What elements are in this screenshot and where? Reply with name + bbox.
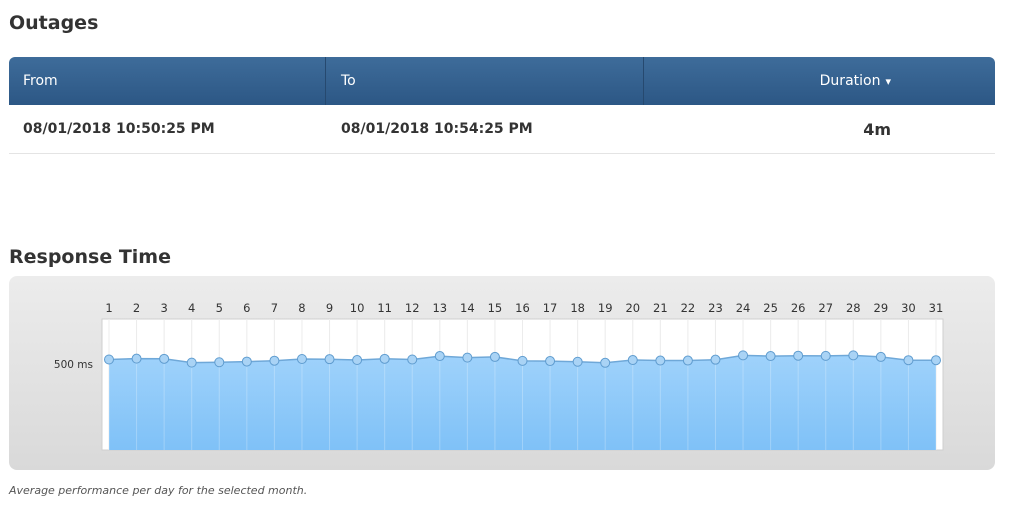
- data-point: [820, 350, 831, 361]
- data-point: [269, 355, 280, 366]
- response-time-chart-panel: 1 2 3 4 5 6 7 8 9 10 11 12 13 14 15 16 17 18 19 20 21 22 23 24 2…: [9, 276, 995, 470]
- x-tick-label: 15: [488, 301, 503, 315]
- x-tick-label: 22: [681, 301, 696, 315]
- x-tick-label: 1: [105, 301, 112, 315]
- x-tick-label: 3: [160, 301, 167, 315]
- data-point: [655, 355, 666, 366]
- x-tick-label: 13: [432, 301, 447, 315]
- column-header-duration-label: Duration: [819, 73, 881, 89]
- x-tick-label: 23: [708, 301, 723, 315]
- x-tick-label: 20: [625, 301, 640, 315]
- data-point: [765, 351, 776, 362]
- data-point: [517, 355, 528, 366]
- response-time-title: Response Time: [9, 246, 171, 268]
- data-point: [104, 354, 114, 365]
- x-tick-label: 5: [216, 301, 223, 315]
- data-point: [848, 350, 859, 361]
- chart-caption: Average performance per day for the sele…: [9, 484, 308, 497]
- data-point: [627, 355, 638, 366]
- column-header-to[interactable]: To: [326, 57, 644, 105]
- response-time-chart: 1 2 3 4 5 6 7 8 9 10 11 12 13 14 15 16 17 18 19 20 21 22 23 24 2…: [54, 301, 944, 451]
- data-point: [489, 351, 500, 362]
- x-tick-label: 16: [515, 301, 530, 315]
- data-point: [682, 355, 693, 366]
- data-point: [186, 357, 197, 368]
- x-tick-label: 8: [298, 301, 305, 315]
- x-tick-label: 14: [460, 301, 475, 315]
- data-point: [214, 357, 225, 368]
- x-tick-label: 9: [326, 301, 333, 315]
- x-tick-label: 21: [653, 301, 668, 315]
- response-time-area: [109, 355, 936, 450]
- outage-duration-cell: 4m: [863, 119, 891, 139]
- x-tick-label: 17: [543, 301, 558, 315]
- data-point: [572, 356, 583, 367]
- x-tick-label: 29: [874, 301, 889, 315]
- data-point: [324, 354, 335, 365]
- column-header-from[interactable]: From: [9, 57, 326, 105]
- x-tick-label: 27: [818, 301, 833, 315]
- data-point: [159, 353, 170, 364]
- x-tick-label: 4: [188, 301, 195, 315]
- outages-table-header: From To Duration ▾: [9, 57, 995, 105]
- x-tick-label: 10: [350, 301, 365, 315]
- outages-table: From To Duration ▾ 08/01/2018 10:50:25 P…: [9, 57, 995, 154]
- data-point: [903, 355, 914, 366]
- x-tick-label: 2: [133, 301, 140, 315]
- data-point: [875, 351, 886, 362]
- x-tick-label: 26: [791, 301, 806, 315]
- outage-from-cell: 08/01/2018 10:50:25 PM: [23, 121, 215, 137]
- data-point: [545, 356, 556, 367]
- data-point: [710, 354, 721, 365]
- x-tick-label: 24: [736, 301, 751, 315]
- data-point: [352, 355, 363, 366]
- x-tick-label: 7: [271, 301, 278, 315]
- data-point: [241, 356, 252, 367]
- data-point: [296, 353, 307, 364]
- x-tick-label: 12: [405, 301, 420, 315]
- y-tick-label: 500 ms: [54, 359, 93, 371]
- column-header-from-label: From: [23, 73, 58, 89]
- x-tick-label: 31: [929, 301, 944, 315]
- data-point: [793, 350, 804, 361]
- x-tick-label: 19: [598, 301, 613, 315]
- data-point: [434, 351, 445, 362]
- data-point: [131, 353, 142, 364]
- x-tick-label: 30: [901, 301, 916, 315]
- x-tick-label: 28: [846, 301, 861, 315]
- data-point: [462, 352, 473, 363]
- sort-down-icon: ▾: [885, 74, 891, 88]
- data-point: [738, 350, 749, 361]
- x-tick-label: 18: [570, 301, 585, 315]
- column-header-duration[interactable]: Duration ▾: [644, 57, 995, 105]
- table-row: 08/01/2018 10:50:25 PM 08/01/2018 10:54:…: [9, 105, 995, 154]
- outages-title: Outages: [9, 12, 99, 34]
- outage-to-cell: 08/01/2018 10:54:25 PM: [341, 121, 533, 137]
- x-tick-label: 6: [243, 301, 250, 315]
- data-point: [931, 355, 941, 366]
- data-point: [379, 353, 390, 364]
- data-point: [600, 357, 611, 368]
- data-point: [407, 354, 418, 365]
- x-tick-label: 11: [377, 301, 392, 315]
- x-tick-label: 25: [763, 301, 778, 315]
- column-header-to-label: To: [341, 73, 356, 89]
